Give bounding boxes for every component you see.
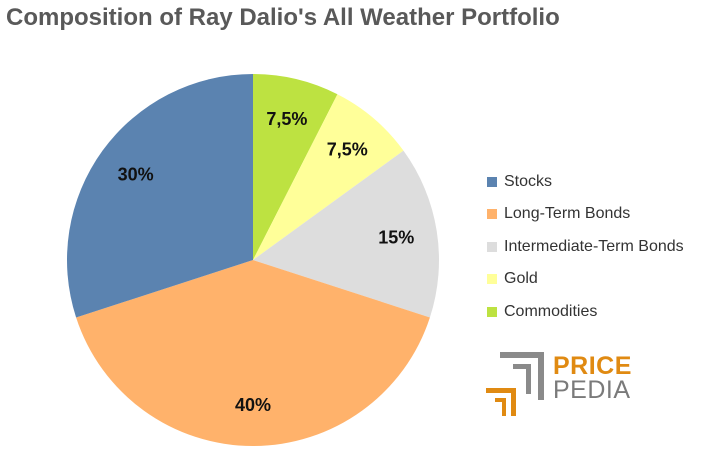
pie-slice-intermediate-term-bonds bbox=[253, 150, 439, 318]
pie-slice-labels: 7,5% 7,5% 15% 40% 30% bbox=[118, 109, 415, 415]
pie-label-long-term-bonds: 40% bbox=[235, 395, 271, 415]
chart-title: Composition of Ray Dalio's All Weather P… bbox=[6, 4, 560, 31]
pie-slice-stocks bbox=[66, 74, 253, 318]
legend-swatch bbox=[487, 209, 497, 220]
pricepedia-logo: PRICE PEDIA bbox=[486, 350, 636, 416]
pie-slices bbox=[66, 74, 439, 447]
pricepedia-logo-mark-icon bbox=[486, 352, 544, 416]
legend-swatch bbox=[487, 274, 497, 285]
pie-label-stocks: 30% bbox=[118, 165, 154, 185]
legend-label: Commodities bbox=[504, 302, 598, 320]
pie-label-intermediate-term-bonds: 15% bbox=[378, 227, 414, 247]
legend-label: Gold bbox=[504, 270, 538, 288]
pie-label-commodities: 7,5% bbox=[266, 109, 307, 129]
legend-item-long-term-bonds: Long-Term Bonds bbox=[487, 204, 684, 224]
legend-swatch bbox=[487, 306, 497, 317]
legend-item-gold: Gold bbox=[487, 269, 684, 289]
pie-label-gold: 7,5% bbox=[327, 140, 368, 160]
logo-text-price: PRICE bbox=[553, 352, 632, 380]
legend-item-intermediate-term-bonds: Intermediate-Term Bonds bbox=[487, 237, 684, 257]
pie-slice-commodities bbox=[253, 74, 338, 260]
legend-swatch bbox=[487, 177, 497, 187]
legend-label: Stocks bbox=[504, 173, 553, 190]
legend-item-commodities: Commodities bbox=[487, 302, 684, 322]
legend-label: Intermediate-Term Bonds bbox=[504, 237, 684, 255]
pie-slice-gold bbox=[253, 94, 404, 260]
chart-legend: Stocks Long-Term Bonds Intermediate-Term B… bbox=[487, 172, 684, 334]
legend-swatch bbox=[487, 241, 497, 252]
legend-label: Long-Term Bonds bbox=[504, 205, 631, 223]
legend-item-stocks: Stocks bbox=[487, 172, 684, 192]
pie-slice-long-term-bonds bbox=[76, 260, 430, 447]
logo-text-pedia: PEDIA bbox=[553, 376, 631, 404]
